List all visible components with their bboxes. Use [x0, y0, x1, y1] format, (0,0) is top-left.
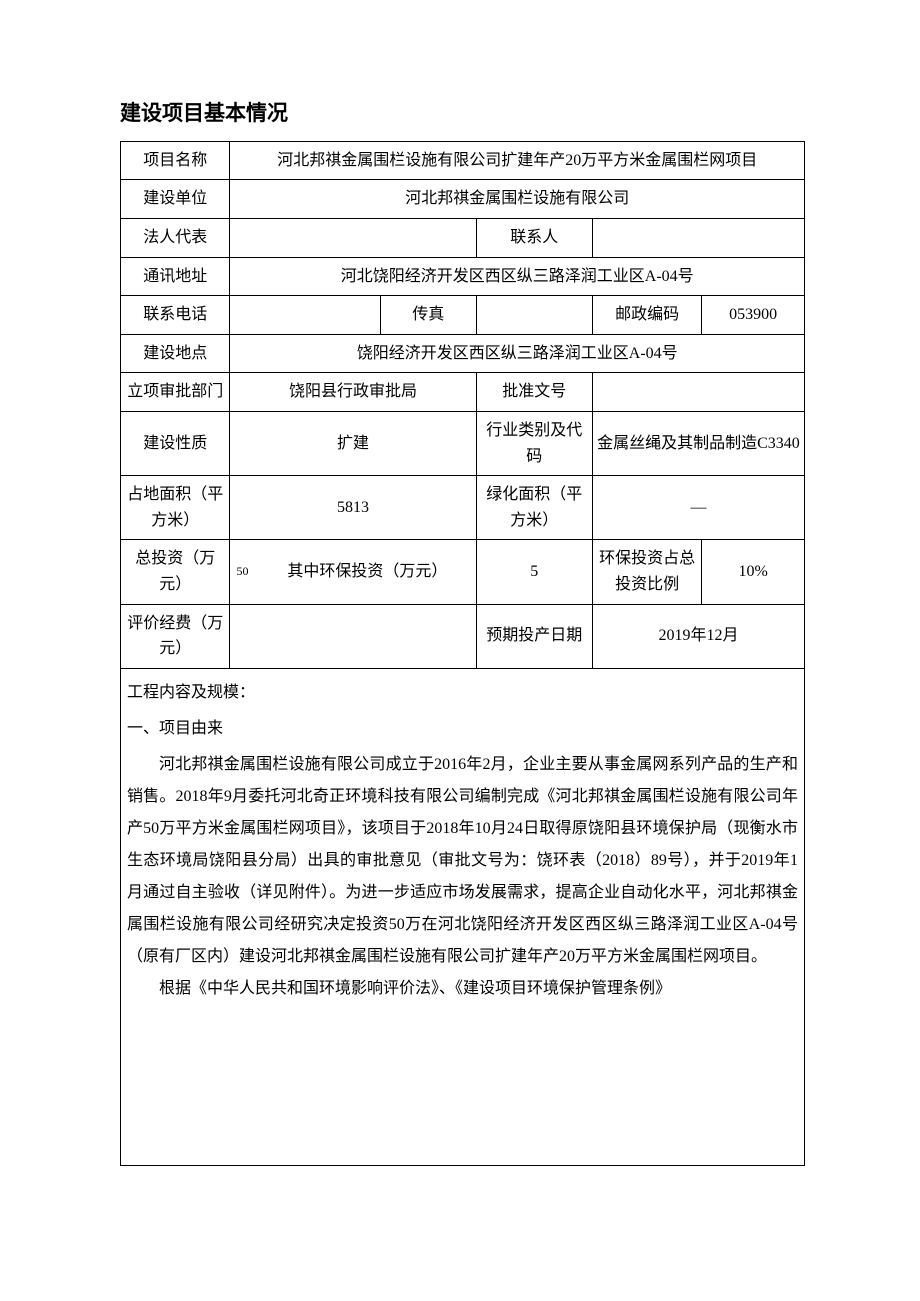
value-contact	[592, 218, 804, 257]
label-prod-date: 预期投产日期	[476, 604, 592, 668]
label-eval-fee: 评价经费（万元）	[121, 604, 230, 668]
table-row: 项目名称 河北邦祺金属围栏设施有限公司扩建年产20万平方米金属围栏网项目	[121, 141, 805, 180]
paragraph-2: 根据《中华人民共和国环境影响评价法》、《建设项目环境保护管理条例》	[127, 973, 798, 1005]
label-approval-no: 批准文号	[476, 373, 592, 412]
label-fax: 传真	[380, 296, 476, 335]
table-row: 评价经费（万元） 预期投产日期 2019年12月	[121, 604, 805, 668]
table-row: 建设地点 饶阳经济开发区西区纵三路泽润工业区A-04号	[121, 334, 805, 373]
table-row: 联系电话 传真 邮政编码 053900	[121, 296, 805, 335]
label-contact: 联系人	[476, 218, 592, 257]
label-postcode: 邮政编码	[592, 296, 701, 335]
label-total-invest: 总投资（万元）	[121, 540, 230, 604]
value-env-ratio: 10%	[702, 540, 805, 604]
label-phone: 联系电话	[121, 296, 230, 335]
value-total-invest: 50	[230, 562, 267, 581]
value-phone	[230, 296, 380, 335]
label-green-area: 绿化面积（平方米）	[476, 476, 592, 540]
value-build-nature: 扩建	[230, 411, 476, 475]
label-project-name: 项目名称	[121, 141, 230, 180]
label-location: 建设地点	[121, 334, 230, 373]
table-row: 立项审批部门 饶阳县行政审批局 批准文号	[121, 373, 805, 412]
value-prod-date: 2019年12月	[592, 604, 804, 668]
value-address: 河北饶阳经济开发区西区纵三路泽润工业区A-04号	[230, 257, 805, 296]
label-industry-code: 行业类别及代码	[476, 411, 592, 475]
label-approval-dept: 立项审批部门	[121, 373, 230, 412]
value-fax	[476, 296, 592, 335]
value-eval-fee	[230, 604, 476, 668]
label-land-area: 占地面积（平方米）	[121, 476, 230, 540]
info-table: 项目名称 河北邦祺金属围栏设施有限公司扩建年产20万平方米金属围栏网项目 建设单…	[120, 141, 805, 669]
label-env-invest: 其中环保投资（万元）	[267, 559, 475, 585]
content-heading: 工程内容及规模：	[127, 677, 798, 709]
value-green-area: —	[592, 476, 804, 540]
value-industry-code: 金属丝绳及其制品制造C3340	[592, 411, 804, 475]
table-row: 建设单位 河北邦祺金属围栏设施有限公司	[121, 180, 805, 219]
label-build-nature: 建设性质	[121, 411, 230, 475]
value-build-unit: 河北邦祺金属围栏设施有限公司	[230, 180, 805, 219]
table-row: 建设性质 扩建 行业类别及代码 金属丝绳及其制品制造C3340	[121, 411, 805, 475]
table-row: 总投资（万元） 50 其中环保投资（万元） 5 环保投资占总投资比例 10%	[121, 540, 805, 604]
content-subheading: 一、项目由来	[127, 713, 798, 745]
label-env-ratio: 环保投资占总投资比例	[592, 540, 701, 604]
value-legal-rep	[230, 218, 476, 257]
label-address: 通讯地址	[121, 257, 230, 296]
table-row: 通讯地址 河北饶阳经济开发区西区纵三路泽润工业区A-04号	[121, 257, 805, 296]
value-approval-no	[592, 373, 804, 412]
content-section: 工程内容及规模： 一、项目由来 河北邦祺金属围栏设施有限公司成立于2016年2月…	[120, 669, 805, 1166]
value-total-invest-cell: 50 其中环保投资（万元）	[230, 540, 476, 604]
label-build-unit: 建设单位	[121, 180, 230, 219]
value-approval-dept: 饶阳县行政审批局	[230, 373, 476, 412]
value-project-name: 河北邦祺金属围栏设施有限公司扩建年产20万平方米金属围栏网项目	[230, 141, 805, 180]
label-legal-rep: 法人代表	[121, 218, 230, 257]
value-land-area: 5813	[230, 476, 476, 540]
value-env-invest: 5	[476, 540, 592, 604]
value-postcode: 053900	[702, 296, 805, 335]
page-title: 建设项目基本情况	[120, 95, 805, 133]
table-row: 法人代表 联系人	[121, 218, 805, 257]
value-location: 饶阳经济开发区西区纵三路泽润工业区A-04号	[230, 334, 805, 373]
paragraph-1: 河北邦祺金属围栏设施有限公司成立于2016年2月，企业主要从事金属网系列产品的生…	[127, 749, 798, 973]
table-row: 占地面积（平方米） 5813 绿化面积（平方米） —	[121, 476, 805, 540]
